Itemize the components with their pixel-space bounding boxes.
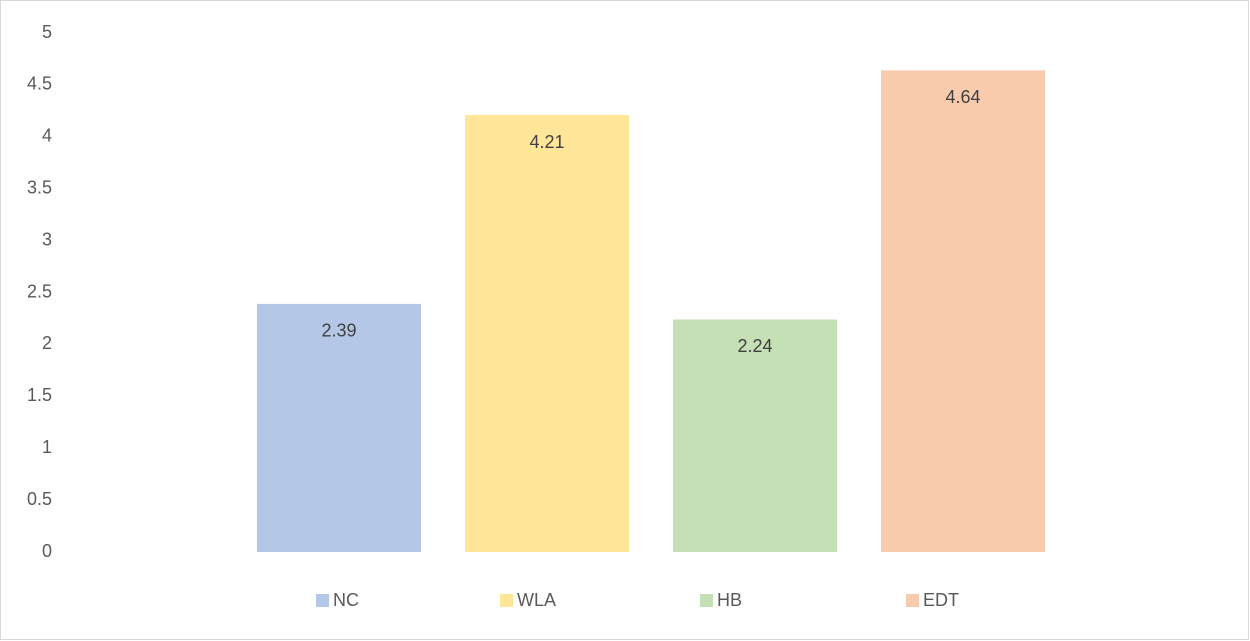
y-tick-label: 4	[42, 126, 52, 146]
y-tick-label: 0.5	[27, 489, 52, 509]
y-tick-label: 3	[42, 229, 52, 249]
data-label: 2.24	[737, 336, 772, 356]
y-tick-label: 0	[42, 541, 52, 561]
bar	[257, 303, 421, 552]
legend-swatch	[500, 594, 513, 607]
data-label: 4.21	[529, 132, 564, 152]
data-label: 2.39	[321, 321, 356, 341]
data-label: 4.64	[945, 87, 980, 107]
y-tick-label: 1	[42, 437, 52, 457]
legend-swatch	[906, 594, 919, 607]
bar	[881, 70, 1045, 553]
y-tick-label: 2	[42, 333, 52, 353]
y-tick-label: 1.5	[27, 385, 52, 405]
legend-label: HB	[717, 590, 742, 610]
y-tick-label: 2.5	[27, 281, 52, 301]
legend-label: EDT	[923, 590, 959, 610]
bar	[465, 115, 629, 552]
legend-swatch	[316, 594, 329, 607]
bar	[673, 319, 837, 552]
legend-label: WLA	[517, 590, 556, 610]
legend-swatch	[700, 594, 713, 607]
y-tick-label: 3.5	[27, 177, 52, 197]
y-tick-label: 4.5	[27, 74, 52, 94]
y-tick-label: 5	[42, 22, 52, 42]
legend-label: NC	[333, 590, 359, 610]
